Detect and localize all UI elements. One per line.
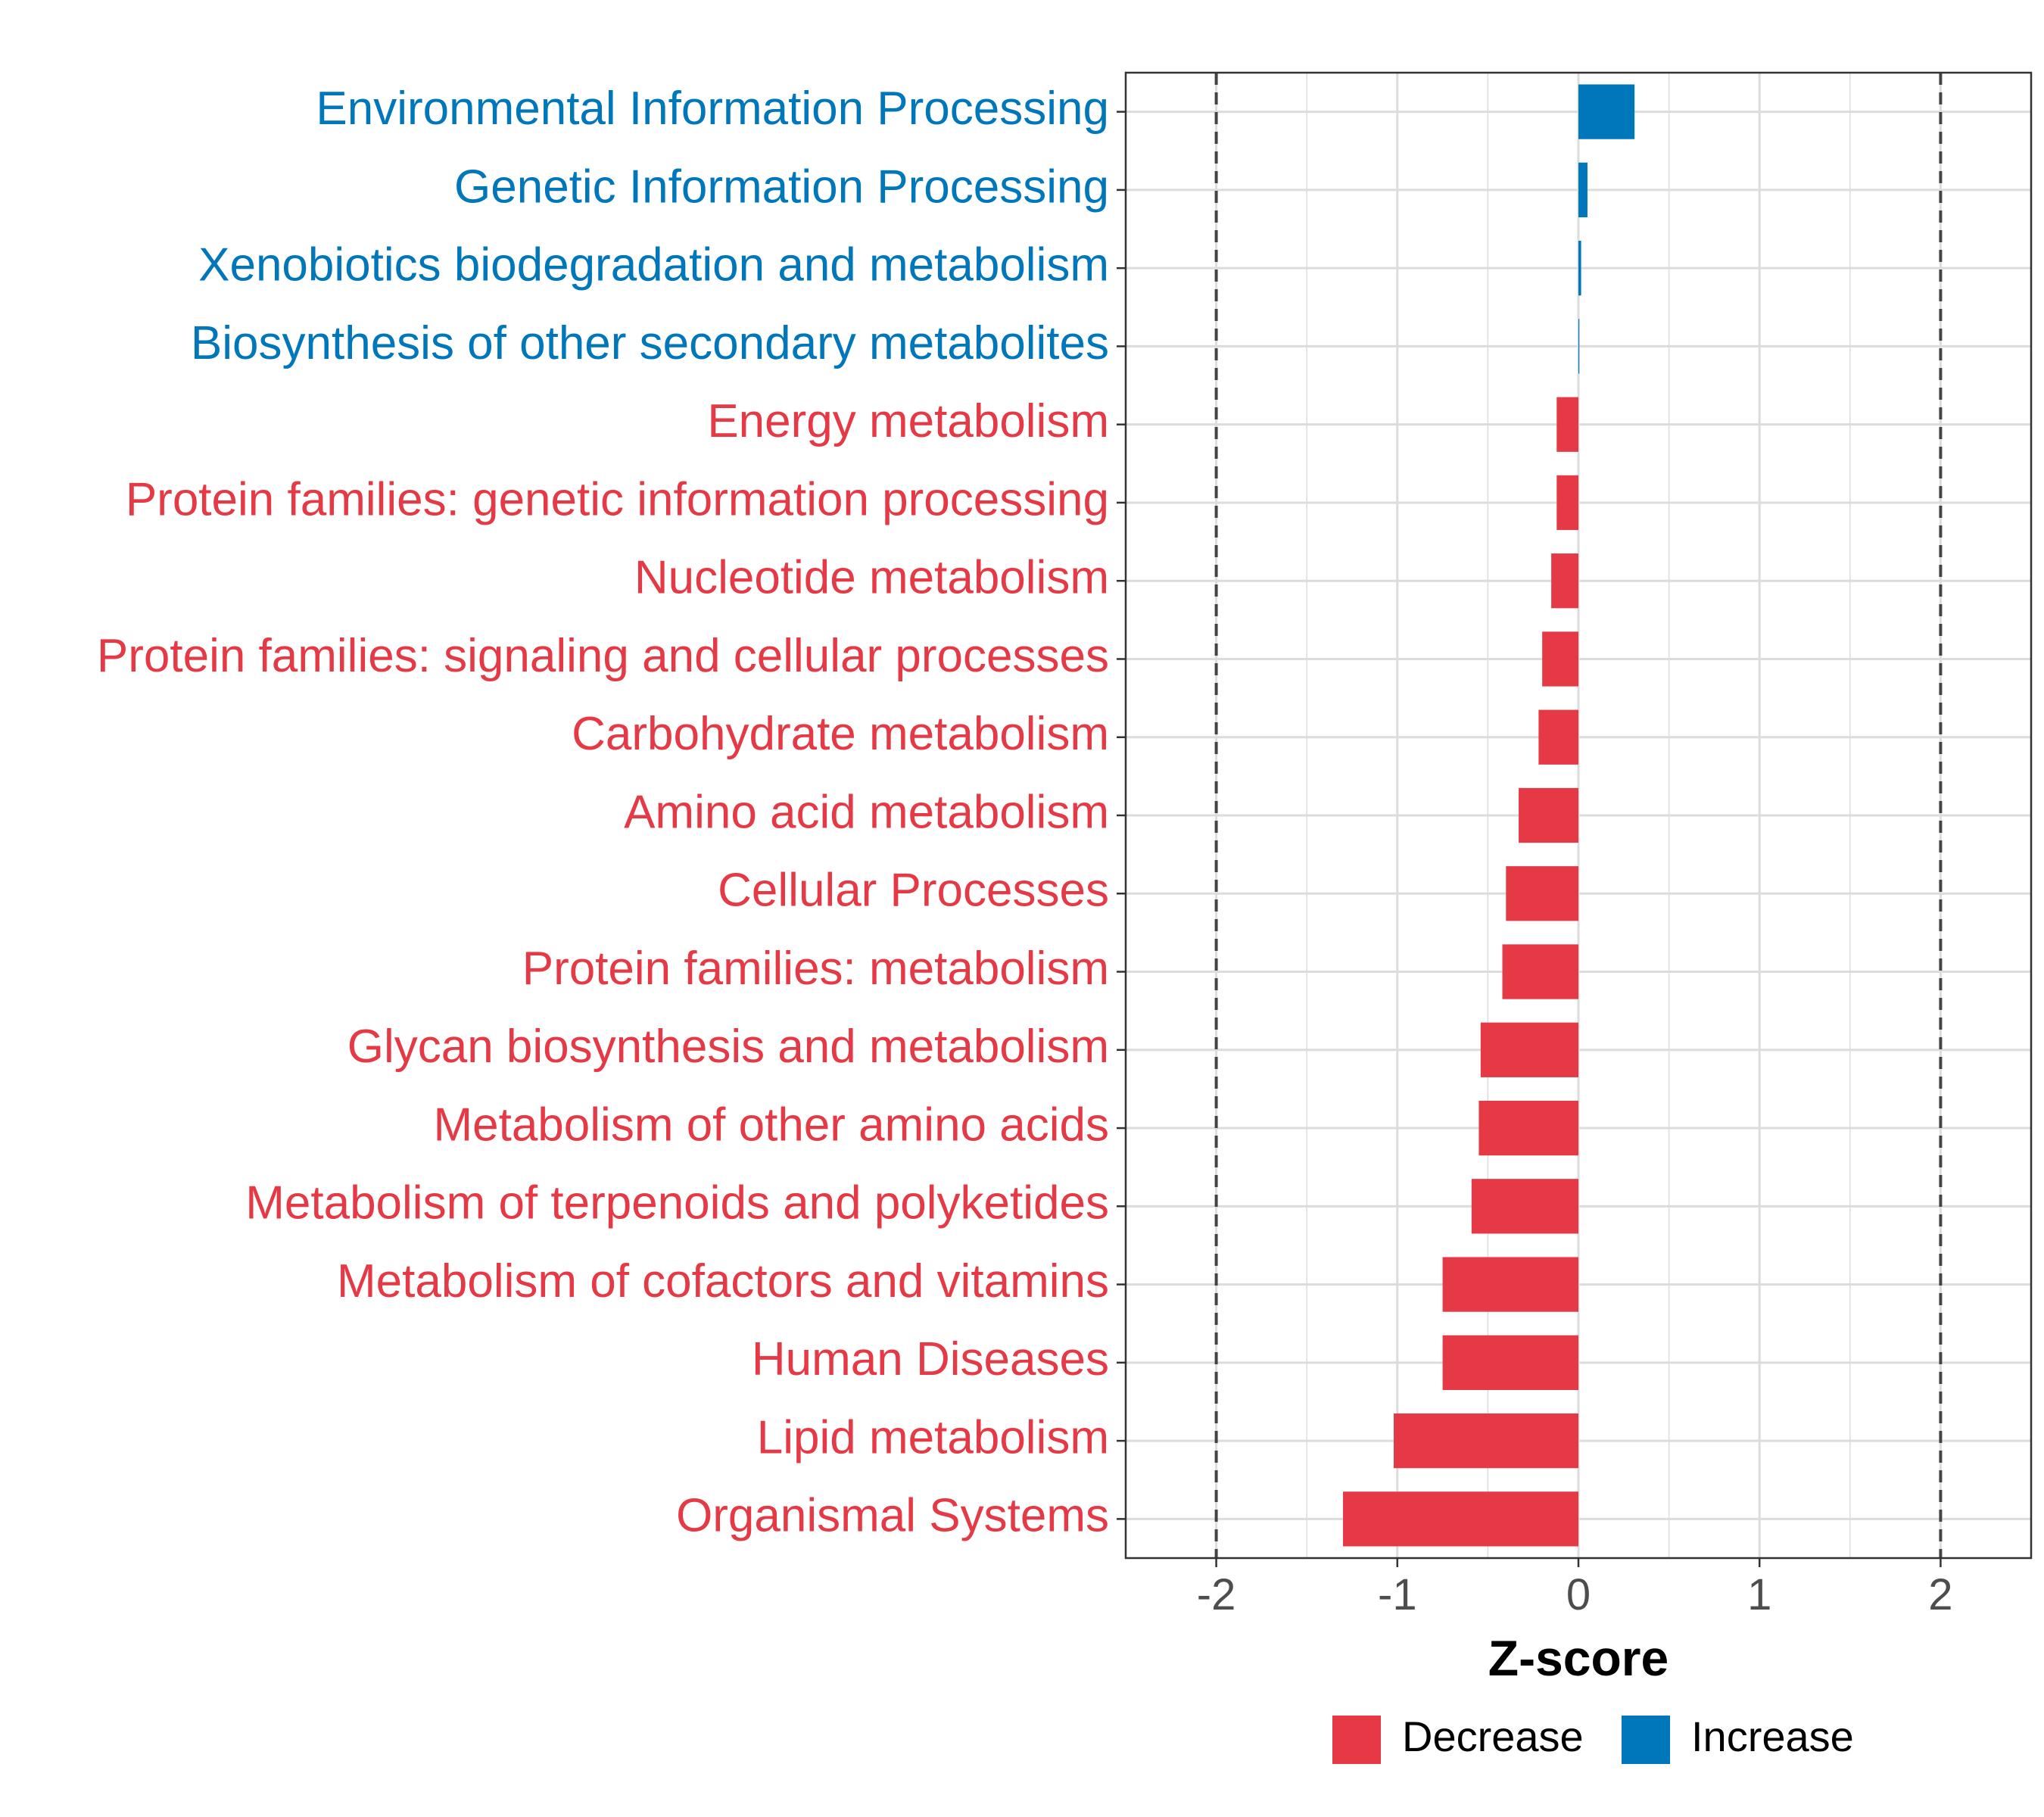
bar-1 [1578, 162, 1588, 218]
y-tick-label-6: Nucleotide metabolism [634, 552, 1109, 604]
y-tick-label-3: Biosynthesis of other secondary metaboli… [191, 317, 1109, 369]
bars [1343, 84, 1635, 1547]
x-tick-label-0: -2 [1197, 1570, 1236, 1619]
y-tick-label-0: Environmental Information Processing [316, 83, 1109, 135]
x-tick-label-4: 2 [1928, 1570, 1952, 1619]
bar-4 [1556, 397, 1578, 452]
legend-key-increase [1622, 1716, 1670, 1764]
bar-15 [1442, 1257, 1578, 1312]
bar-5 [1556, 475, 1578, 531]
bar-11 [1502, 944, 1578, 999]
y-tick-label-8: Carbohydrate metabolism [572, 708, 1109, 760]
x-tick-label-1: -1 [1378, 1570, 1417, 1619]
bar-7 [1542, 631, 1578, 687]
bar-2 [1578, 241, 1581, 296]
legend: Decrease Increase [1332, 1713, 1854, 1764]
bar-13 [1478, 1100, 1578, 1156]
bar-9 [1519, 787, 1578, 843]
y-tick-label-11: Protein families: metabolism [522, 943, 1109, 995]
legend-label-decrease: Decrease [1402, 1713, 1584, 1760]
y-tick-label-13: Metabolism of other amino acids [433, 1099, 1109, 1151]
y-tick-label-2: Xenobiotics biodegradation and metabolis… [198, 239, 1109, 291]
y-tick-label-1: Genetic Information Processing [454, 161, 1109, 213]
y-axis: Environmental Information Processing Gene… [97, 83, 1126, 1542]
y-tick-label-16: Human Diseases [752, 1333, 1109, 1385]
reference-lines [1214, 73, 1943, 1558]
bar-14 [1471, 1179, 1578, 1234]
x-axis-title: Z-score [1488, 1630, 1669, 1686]
y-tick-label-7: Protein families: signaling and cellular… [97, 630, 1109, 682]
y-tick-label-17: Lipid metabolism [757, 1411, 1109, 1463]
y-tick-label-10: Cellular Processes [718, 865, 1109, 917]
y-tick-label-14: Metabolism of terpenoids and polyketides [245, 1177, 1109, 1230]
x-tick-label-2: 0 [1566, 1570, 1591, 1619]
bar-0 [1578, 84, 1635, 139]
bar-6 [1551, 553, 1578, 609]
bar-12 [1480, 1022, 1578, 1077]
y-tick-label-4: Energy metabolism [707, 395, 1109, 447]
bar-16 [1442, 1335, 1578, 1390]
y-tick-label-15: Metabolism of cofactors and vitamins [337, 1255, 1109, 1307]
bar-8 [1538, 709, 1578, 765]
bar-3 [1578, 319, 1580, 374]
legend-label-increase: Increase [1691, 1713, 1854, 1760]
x-axis: -2 -1 0 1 2 [1197, 1558, 1953, 1619]
y-tick-label-5: Protein families: genetic information pr… [126, 473, 1109, 525]
bar-18 [1343, 1491, 1578, 1547]
bar-10 [1506, 866, 1578, 921]
y-tick-label-18: Organismal Systems [676, 1490, 1109, 1542]
y-tick-label-9: Amino acid metabolism [624, 786, 1109, 838]
y-tick-label-12: Glycan biosynthesis and metabolism [347, 1021, 1109, 1073]
x-tick-label-3: 1 [1747, 1570, 1771, 1619]
bar-17 [1394, 1413, 1578, 1469]
legend-key-decrease [1332, 1716, 1381, 1764]
